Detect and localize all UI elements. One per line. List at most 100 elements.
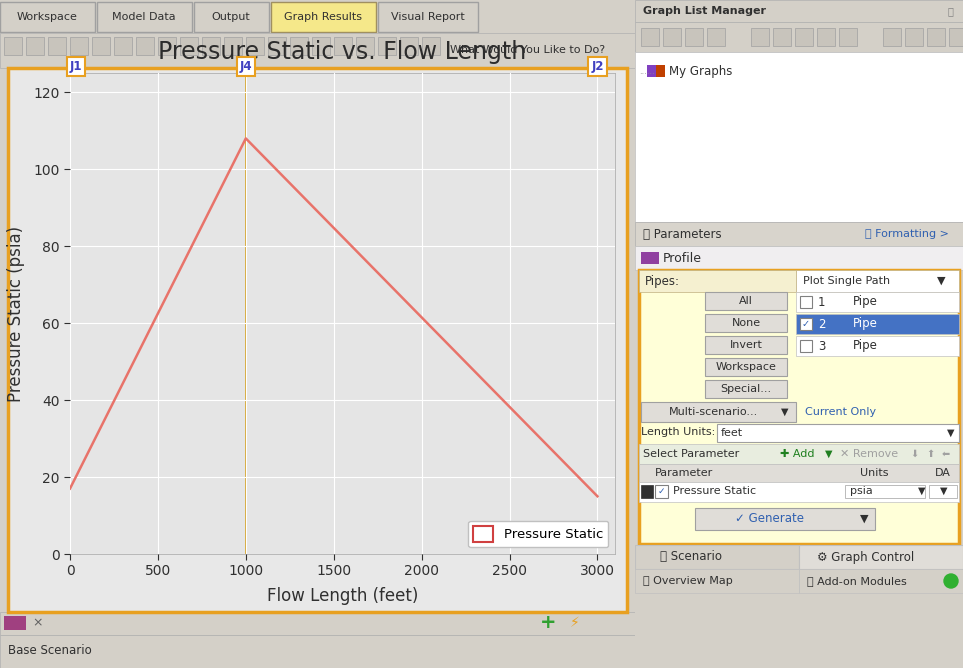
Text: ⎯: ⎯ bbox=[947, 6, 953, 16]
Text: 1: 1 bbox=[818, 295, 825, 309]
Bar bbox=[839, 28, 857, 46]
Bar bbox=[635, 545, 799, 569]
Text: Model Data: Model Data bbox=[112, 12, 176, 22]
Bar bbox=[796, 292, 959, 312]
Bar bbox=[883, 28, 901, 46]
Bar bbox=[400, 37, 418, 55]
Text: ✕ Remove: ✕ Remove bbox=[840, 449, 898, 459]
Bar bbox=[799, 569, 963, 593]
Bar bbox=[799, 545, 963, 569]
Bar bbox=[800, 318, 812, 330]
Bar bbox=[949, 28, 963, 46]
Bar bbox=[641, 28, 659, 46]
Text: Special...: Special... bbox=[720, 384, 771, 394]
Bar bbox=[271, 2, 376, 32]
Text: ✓: ✓ bbox=[802, 319, 810, 329]
Bar bbox=[705, 358, 787, 376]
Bar bbox=[905, 28, 923, 46]
Bar bbox=[26, 37, 44, 55]
Text: 2: 2 bbox=[818, 317, 825, 331]
Text: ⚡: ⚡ bbox=[570, 616, 580, 630]
Text: Current Only: Current Only bbox=[805, 407, 876, 417]
Bar bbox=[635, 22, 963, 52]
Text: ✚ Add: ✚ Add bbox=[780, 449, 815, 459]
Text: None: None bbox=[732, 318, 761, 328]
Y-axis label: Pressure Static (psia): Pressure Static (psia) bbox=[7, 225, 25, 401]
Text: Pressure Static: Pressure Static bbox=[673, 486, 756, 496]
Bar bbox=[751, 28, 769, 46]
Bar bbox=[97, 2, 192, 32]
Bar bbox=[0, 612, 635, 635]
Bar bbox=[136, 37, 154, 55]
Text: ▼: ▼ bbox=[937, 276, 946, 286]
Text: Plot Single Path: Plot Single Path bbox=[803, 276, 890, 286]
Text: Pipe: Pipe bbox=[853, 317, 878, 331]
Bar bbox=[717, 424, 959, 442]
Bar bbox=[685, 28, 703, 46]
Text: 📋 Parameters: 📋 Parameters bbox=[643, 228, 721, 240]
Bar bbox=[705, 336, 787, 354]
Text: ▼: ▼ bbox=[940, 486, 948, 496]
Text: Workspace: Workspace bbox=[716, 362, 776, 372]
Text: J4: J4 bbox=[240, 60, 252, 73]
Bar bbox=[312, 37, 330, 55]
Text: DA: DA bbox=[935, 468, 950, 478]
Bar bbox=[194, 2, 269, 32]
Text: Select Parameter: Select Parameter bbox=[643, 449, 740, 459]
Bar bbox=[378, 37, 396, 55]
Bar bbox=[927, 28, 945, 46]
Text: Workspace: Workspace bbox=[16, 12, 77, 22]
Bar bbox=[639, 270, 959, 544]
Bar bbox=[707, 28, 725, 46]
Text: Pipe: Pipe bbox=[853, 295, 878, 309]
Text: ×: × bbox=[32, 617, 42, 629]
Bar bbox=[635, 246, 963, 270]
Bar bbox=[180, 37, 198, 55]
Text: Base Scenario: Base Scenario bbox=[8, 645, 91, 657]
Bar bbox=[796, 336, 959, 356]
Bar bbox=[0, 2, 95, 32]
Bar bbox=[70, 37, 88, 55]
Bar bbox=[647, 65, 656, 77]
Bar bbox=[246, 37, 264, 55]
Text: Parameter: Parameter bbox=[655, 468, 714, 478]
Bar bbox=[800, 340, 812, 352]
Text: ⬅: ⬅ bbox=[942, 449, 950, 459]
Text: ▼: ▼ bbox=[918, 486, 925, 496]
Bar bbox=[635, 569, 799, 593]
Bar bbox=[635, 52, 963, 222]
Bar bbox=[705, 380, 787, 398]
Circle shape bbox=[944, 574, 958, 588]
Text: ▼: ▼ bbox=[860, 514, 869, 524]
Text: Output: Output bbox=[212, 12, 250, 22]
Bar bbox=[422, 37, 440, 55]
Text: All: All bbox=[739, 296, 753, 306]
Bar bbox=[158, 37, 176, 55]
Title: Pressure Static vs. Flow Length: Pressure Static vs. Flow Length bbox=[158, 40, 527, 64]
Bar bbox=[641, 402, 796, 422]
Bar bbox=[641, 485, 653, 498]
Text: ⬇: ⬇ bbox=[910, 449, 918, 459]
Text: Profile: Profile bbox=[663, 251, 702, 265]
Text: J2: J2 bbox=[591, 60, 604, 73]
Text: ......: ...... bbox=[639, 67, 655, 75]
Bar bbox=[4, 616, 26, 630]
Text: 🖥 Overview Map: 🖥 Overview Map bbox=[643, 576, 733, 586]
Text: Visual Report: Visual Report bbox=[391, 12, 465, 22]
Bar bbox=[290, 37, 308, 55]
Bar bbox=[705, 314, 787, 332]
Bar bbox=[378, 2, 478, 32]
Bar bbox=[0, 33, 635, 68]
Text: +: + bbox=[540, 613, 557, 633]
Bar bbox=[114, 37, 132, 55]
X-axis label: Flow Length (feet): Flow Length (feet) bbox=[267, 587, 418, 605]
Bar bbox=[4, 37, 22, 55]
Text: Graph List Manager: Graph List Manager bbox=[643, 6, 766, 16]
Bar bbox=[639, 482, 959, 502]
Bar bbox=[929, 485, 957, 498]
Bar bbox=[635, 222, 963, 246]
Text: Multi-scenario...: Multi-scenario... bbox=[668, 407, 758, 417]
Bar bbox=[641, 252, 659, 264]
Text: Graph Results: Graph Results bbox=[284, 12, 362, 22]
Text: ▼: ▼ bbox=[781, 407, 789, 417]
